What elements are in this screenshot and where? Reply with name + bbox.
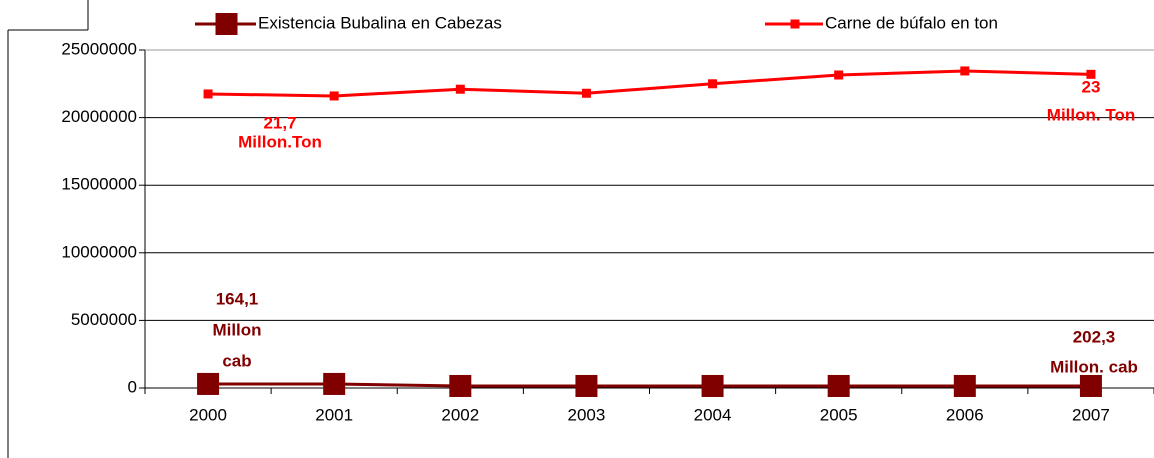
series-line (208, 69, 1091, 98)
marker (827, 374, 850, 397)
x-tick-label: 2007 (1072, 405, 1110, 424)
x-tick-label: 2005 (820, 405, 858, 424)
marker (449, 374, 472, 397)
x-tick-label: 2002 (441, 405, 479, 424)
marker (953, 374, 976, 397)
marker (575, 374, 598, 397)
x-tick-label: 2001 (315, 405, 353, 424)
marker (701, 374, 724, 397)
legend-label: Carne de búfalo en ton (825, 13, 998, 32)
x-tick-label: 2004 (694, 405, 732, 424)
marker (581, 88, 591, 98)
marker (834, 70, 844, 80)
annotation: cab (222, 351, 251, 370)
y-tick-label: 0 (128, 377, 137, 396)
x-tick-label: 2003 (568, 405, 606, 424)
legend-marker (215, 13, 238, 35)
marker (708, 79, 718, 89)
marker (203, 89, 213, 99)
y-tick-label: 15000000 (61, 175, 137, 194)
series-line (208, 382, 1091, 388)
marker (960, 66, 970, 76)
annotation: Millon. cab (1050, 357, 1138, 376)
marker (1086, 69, 1096, 79)
annotation: Millon. Ton (1047, 105, 1135, 124)
x-tick-label: 2000 (189, 405, 227, 424)
annotation: Millon.Ton (238, 132, 322, 151)
legend-marker (790, 19, 800, 29)
annotation: 23 (1082, 77, 1101, 96)
y-tick-label: 25000000 (61, 39, 137, 58)
legend-label: Existencia Bubalina en Cabezas (258, 13, 502, 32)
y-tick-label: 20000000 (61, 107, 137, 126)
marker (197, 372, 220, 395)
y-tick-label: 10000000 (61, 242, 137, 261)
marker (323, 372, 346, 395)
x-tick-label: 2006 (946, 405, 984, 424)
marker (455, 84, 465, 94)
annotation: 21,7 (263, 113, 296, 132)
annotation: 164,1 (216, 289, 259, 308)
annotation: 202,3 (1073, 327, 1116, 346)
marker (1079, 374, 1102, 397)
marker (329, 91, 339, 101)
annotation: Millon (212, 320, 261, 339)
y-tick-label: 5000000 (71, 310, 137, 329)
